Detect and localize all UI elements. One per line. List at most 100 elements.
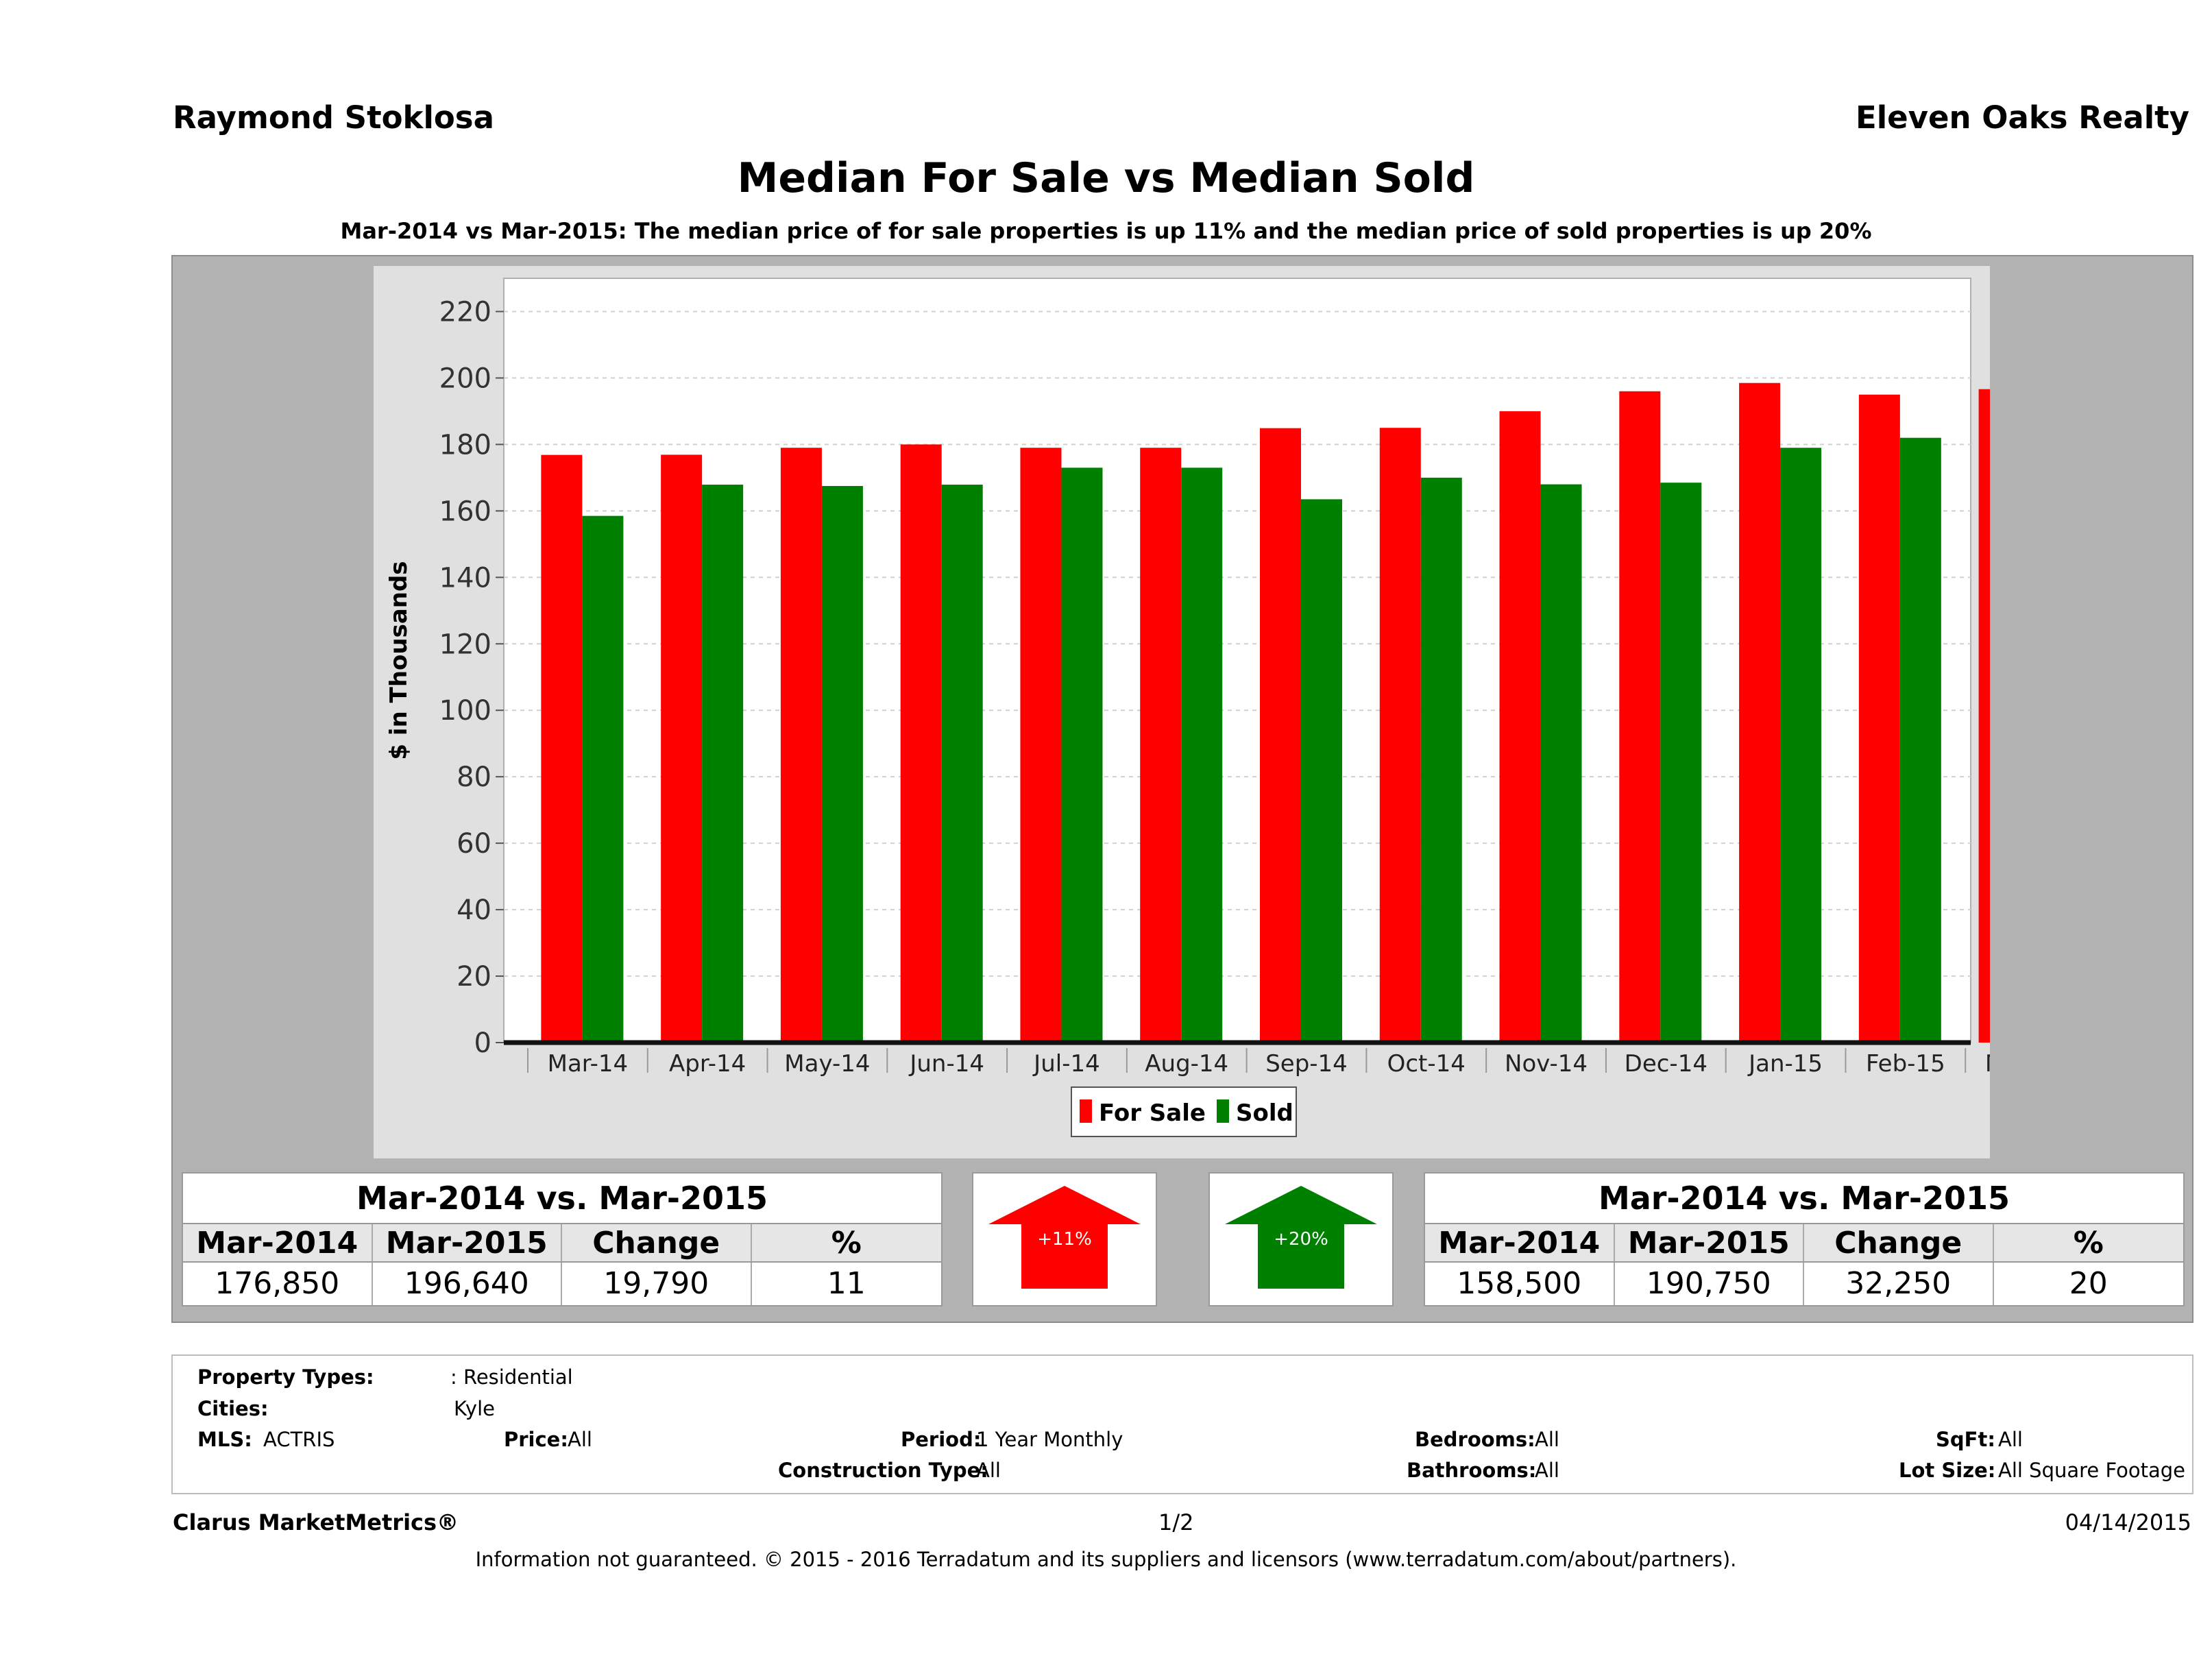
sold-bar xyxy=(1780,448,1822,1043)
sqft-label: SqFt: xyxy=(1936,1428,1995,1451)
stats-value-cell: 176,850 xyxy=(183,1263,373,1305)
footer-brand: Clarus MarketMetrics® xyxy=(173,1509,459,1535)
y-axis-label: $ in Thousands xyxy=(385,561,413,759)
stats-header-cell: Change xyxy=(562,1224,752,1261)
for-sale-stats-header-row: Mar-2014 Mar-2015 Change % xyxy=(183,1223,941,1263)
x-tick-label: Jan-15 xyxy=(1747,1050,1823,1078)
sold-change-arrow-box: +20% xyxy=(1208,1172,1394,1306)
period-value: 1 Year Monthly xyxy=(976,1428,1123,1451)
for-sale-change-arrow-box: +11% xyxy=(972,1172,1157,1306)
sold-bar xyxy=(1181,467,1223,1043)
y-tick-label: 40 xyxy=(457,895,491,926)
stats-value-cell: 19,790 xyxy=(562,1263,752,1305)
for-sale-bar xyxy=(1020,448,1062,1043)
for-sale-bar xyxy=(661,454,703,1043)
search-criteria-panel: Property Types: : Residential Cities: Ky… xyxy=(171,1354,2193,1494)
agent-name: Raymond Stoklosa xyxy=(173,99,494,136)
y-tick-label: 100 xyxy=(439,695,491,727)
for-sale-stats-title: Mar-2014 vs. Mar-2015 xyxy=(356,1180,768,1217)
chart-title: Median For Sale vs Median Sold xyxy=(737,154,1475,202)
for-sale-stats-value-row: 176,850 196,640 19,790 11 xyxy=(183,1263,941,1305)
stats-header-cell: Mar-2015 xyxy=(373,1224,562,1261)
sold-bar xyxy=(1899,437,1941,1043)
sold-bar xyxy=(1301,499,1342,1043)
for-sale-bar xyxy=(1140,448,1182,1043)
for-sale-bar xyxy=(1978,389,1990,1043)
stats-header-cell: % xyxy=(2073,1226,2104,1261)
construction-type-label: Construction Type: xyxy=(778,1459,988,1482)
x-tick-label: Apr-14 xyxy=(669,1050,746,1078)
y-tick-label: 160 xyxy=(439,496,491,527)
lot-size-label: Lot Size: xyxy=(1899,1459,1996,1482)
chart-panel: 0 20 40 60 80 100 120 140 160 180 200 220 $ in Thous… xyxy=(374,266,1990,1158)
for-sale-bar xyxy=(780,448,822,1043)
page-number: 1/2 xyxy=(1158,1509,1194,1535)
stats-header-cell: Mar-2015 xyxy=(1615,1224,1804,1261)
for-sale-bar xyxy=(900,444,942,1043)
stats-header-cell: % xyxy=(831,1226,862,1261)
for-sale-bar xyxy=(1619,391,1661,1043)
cities-value: Kyle xyxy=(454,1397,495,1420)
stats-value-cell: 20 xyxy=(2069,1266,2108,1301)
stats-value-cell: 196,640 xyxy=(373,1263,562,1305)
stats-value-cell: 158,500 xyxy=(1425,1263,1615,1305)
stats-header-cell: Change xyxy=(1804,1224,1994,1261)
report-date: 04/14/2015 xyxy=(2065,1509,2191,1535)
for-sale-bar xyxy=(1379,428,1421,1043)
mls-label: MLS: xyxy=(197,1428,252,1451)
bedrooms-value: All xyxy=(1535,1428,1559,1451)
y-tick-label: 0 xyxy=(474,1028,491,1059)
sold-bar xyxy=(1660,483,1702,1043)
sold-bar xyxy=(821,485,863,1043)
for-sale-bar xyxy=(1499,411,1541,1043)
bedrooms-label: Bedrooms: xyxy=(1415,1428,1535,1451)
x-tick-label: May-14 xyxy=(784,1050,870,1078)
legend-swatch-for-sale xyxy=(1080,1099,1092,1123)
for-sale-arrow-label: +11% xyxy=(1037,1229,1092,1250)
legend-label-sold: Sold xyxy=(1236,1099,1293,1127)
sold-arrow-label: +20% xyxy=(1274,1229,1328,1250)
y-tick-label: 200 xyxy=(439,363,491,394)
stats-value-cell: 190,750 xyxy=(1615,1263,1804,1305)
sold-stats-header-row: Mar-2014 Mar-2015 Change % xyxy=(1425,1223,2183,1263)
y-tick-label: 20 xyxy=(457,961,491,993)
sold-arrow-shape xyxy=(1225,1186,1377,1289)
y-tick-label: 80 xyxy=(457,762,491,793)
for-sale-arrow-shape xyxy=(988,1186,1141,1289)
chart-subtitle: Mar-2014 vs Mar-2015: The median price o… xyxy=(340,218,1872,244)
cities-label: Cities: xyxy=(197,1397,269,1420)
bathrooms-label: Bathrooms: xyxy=(1407,1459,1537,1482)
company-name: Eleven Oaks Realty xyxy=(1855,99,2189,136)
construction-type-value: All xyxy=(976,1459,1001,1482)
stats-header-cell: Mar-2014 xyxy=(1425,1224,1615,1261)
sold-bar xyxy=(1420,477,1462,1043)
sold-stats-value-row: 158,500 190,750 32,250 20 xyxy=(1425,1263,2183,1305)
for-sale-bar xyxy=(541,454,583,1043)
sold-stats-title: Mar-2014 vs. Mar-2015 xyxy=(1598,1180,2010,1217)
y-tick-label: 140 xyxy=(439,562,491,594)
period-label: Period: xyxy=(901,1428,982,1451)
legend-label-for-sale: For Sale xyxy=(1099,1099,1206,1127)
y-tick-label: 60 xyxy=(457,828,491,860)
x-tick-label: Mar-15 xyxy=(1985,1050,1990,1078)
x-tick-label: Aug-14 xyxy=(1145,1050,1228,1078)
plot-area xyxy=(503,278,1971,1043)
sqft-value: All xyxy=(1998,1428,2023,1451)
sold-bar xyxy=(941,485,983,1043)
for-sale-bar xyxy=(1858,394,1900,1043)
up-arrow-icon: +20% xyxy=(1225,1186,1377,1289)
property-types-value: : Residential xyxy=(450,1365,573,1389)
y-tick-label: 120 xyxy=(439,629,491,660)
legend-swatch-sold xyxy=(1217,1099,1229,1123)
x-tick-label: Jun-14 xyxy=(908,1050,984,1078)
up-arrow-icon: +11% xyxy=(988,1186,1141,1289)
lot-size-value: All Square Footage xyxy=(1998,1459,2186,1482)
for-sale-bar xyxy=(1739,382,1781,1043)
for-sale-bar xyxy=(1260,428,1301,1043)
sold-bar xyxy=(702,485,744,1043)
x-tick-label: Oct-14 xyxy=(1387,1050,1466,1078)
mls-value: ACTRIS xyxy=(263,1428,335,1451)
x-tick-label: Jul-14 xyxy=(1032,1050,1100,1078)
sold-bar xyxy=(582,515,624,1043)
sold-bar xyxy=(1061,467,1103,1043)
